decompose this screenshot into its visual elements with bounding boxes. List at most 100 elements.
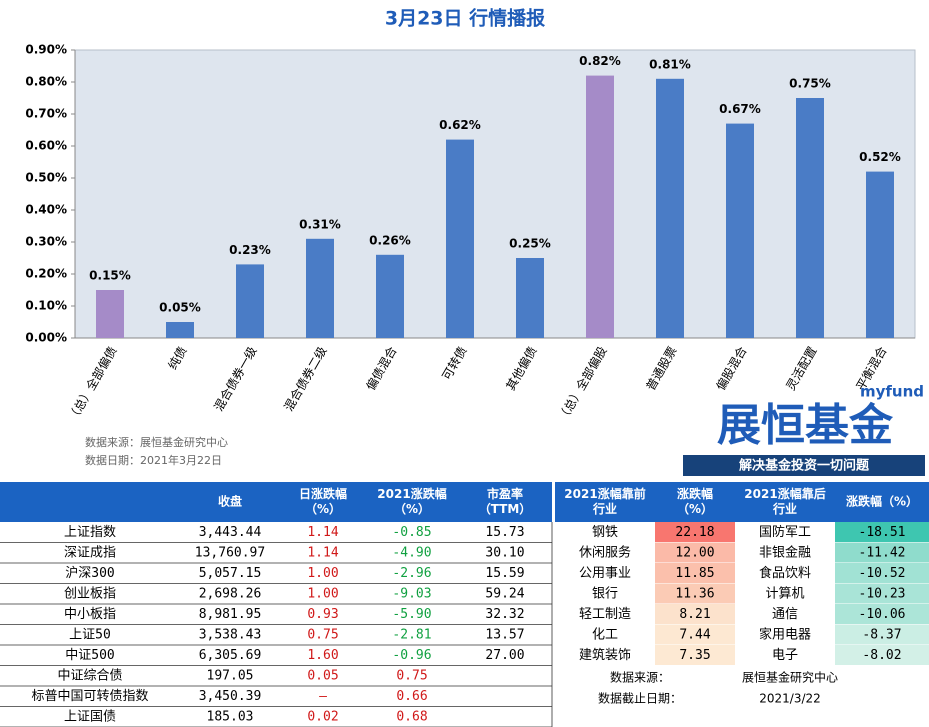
market-cell: -5.90	[392, 607, 431, 622]
sector-cell: 家用电器	[759, 626, 811, 642]
market-cell: 标普中国可转债指数	[31, 689, 148, 704]
market-header: 日涨跌幅	[299, 486, 347, 501]
sector-cell: -18.51	[859, 525, 906, 540]
sector-note: 数据截止日期：	[598, 691, 682, 706]
market-cell: 6,305.69	[199, 648, 262, 663]
bar	[516, 258, 544, 338]
chart-title: 3月23日 行情播报	[385, 7, 545, 30]
y-tick-label: 0.60%	[25, 139, 67, 153]
note: 数据来源：展恒基金研究中心	[85, 435, 228, 449]
sector-cell: 化工	[592, 627, 618, 642]
market-cell: –	[319, 689, 327, 704]
market-cell: 2,698.26	[199, 586, 262, 601]
market-header: （TTM）	[479, 501, 532, 516]
sector-header: （%）	[677, 501, 713, 516]
logo-slogan: 解决基金投资一切问题	[738, 458, 870, 474]
market-cell: 30.10	[485, 545, 524, 560]
market-header: （%）	[305, 501, 341, 516]
logo-brand: myfund	[860, 383, 924, 401]
sector-header: 行业	[592, 501, 617, 516]
y-tick-label: 0.70%	[25, 107, 67, 121]
market-cell: 27.00	[485, 648, 524, 663]
sector-cell: 建筑装饰	[579, 647, 631, 663]
heat-cell	[655, 542, 735, 563]
market-cell: 0.68	[396, 709, 427, 724]
bar	[236, 264, 264, 338]
plot-area	[74, 49, 916, 339]
market-cell: 3,443.44	[199, 525, 262, 540]
sector-note: 2021/3/22	[759, 692, 821, 706]
heat-cell	[655, 583, 735, 604]
value-label: 0.31%	[299, 217, 341, 231]
sector-cell: -10.23	[859, 586, 906, 601]
sector-cell: 食品饮料	[759, 565, 811, 581]
heat-cell	[655, 563, 735, 584]
heat-cell	[835, 522, 929, 543]
bar	[586, 75, 614, 338]
y-tick-label: 0.00%	[25, 331, 67, 345]
sector-cell: 公用事业	[579, 566, 631, 581]
sector-cell: -10.52	[859, 566, 906, 581]
sector-cell: 非银金融	[759, 544, 811, 560]
sector-header: 2021涨幅靠后	[744, 486, 825, 501]
sector-cell: -8.37	[862, 627, 901, 642]
value-label: 0.62%	[439, 118, 481, 132]
market-cell: 59.24	[485, 586, 524, 601]
market-cell: -0.85	[392, 525, 431, 540]
market-cell: 0.66	[396, 689, 427, 704]
market-cell: 1.14	[307, 525, 338, 540]
market-cell: -0.96	[392, 648, 431, 663]
value-label: 0.82%	[579, 54, 621, 68]
value-label: 0.67%	[719, 102, 761, 116]
sector-cell: 轻工制造	[579, 607, 631, 622]
sector-cell: 国防军工	[759, 524, 811, 540]
y-tick-label: 0.40%	[25, 203, 67, 217]
market-cell: 13,760.97	[195, 545, 265, 560]
market-cell: 1.00	[307, 586, 338, 601]
market-cell: 1.60	[307, 648, 338, 663]
market-cell: 创业板指	[64, 586, 116, 601]
sector-cell: 11.36	[675, 586, 714, 601]
sector-cell: 计算机	[765, 586, 804, 601]
market-cell: 1.14	[307, 545, 338, 560]
market-cell: 中证综合债	[57, 668, 122, 683]
heat-cell	[655, 522, 735, 543]
bar	[166, 322, 194, 338]
sector-cell: -11.42	[859, 545, 906, 560]
y-tick-label: 0.10%	[25, 299, 67, 313]
market-cell: 0.05	[307, 668, 338, 683]
bar	[446, 139, 474, 338]
y-tick-label: 0.50%	[25, 171, 67, 185]
y-tick-label: 0.80%	[25, 75, 67, 89]
market-cell: 197.05	[207, 668, 254, 683]
market-header-bg	[0, 482, 552, 522]
market-cell: 1.00	[307, 566, 338, 581]
bar	[866, 171, 894, 338]
sector-note: 展恒基金研究中心	[742, 670, 838, 685]
heat-cell	[655, 604, 735, 625]
note: 数据日期：2021年3月22日	[85, 453, 222, 467]
bar	[376, 254, 404, 338]
sector-header-bg	[555, 482, 929, 522]
market-header: 收盘	[218, 494, 242, 509]
bar	[726, 123, 754, 338]
sector-cell: 休闲服务	[579, 544, 631, 560]
y-tick-label: 0.90%	[25, 43, 67, 57]
sector-cell: 电子	[772, 648, 798, 663]
sector-cell: 7.35	[679, 648, 710, 663]
market-cell: 8,981.95	[199, 607, 262, 622]
sector-note: 数据来源：	[610, 670, 670, 685]
market-header: 市盈率	[487, 486, 523, 501]
sector-cell: 通信	[772, 607, 798, 622]
market-cell: 5,057.15	[199, 566, 262, 581]
logo-bar	[683, 455, 925, 476]
market-cell: 13.57	[485, 627, 524, 642]
market-cell: -4.90	[392, 545, 431, 560]
market-cell: 0.75	[396, 668, 427, 683]
market-cell: 3,450.39	[199, 689, 262, 704]
sector-cell: 钢铁	[592, 525, 618, 540]
value-label: 0.25%	[509, 237, 551, 251]
sector-cell: -10.06	[859, 607, 906, 622]
y-tick-label: 0.20%	[25, 267, 67, 281]
